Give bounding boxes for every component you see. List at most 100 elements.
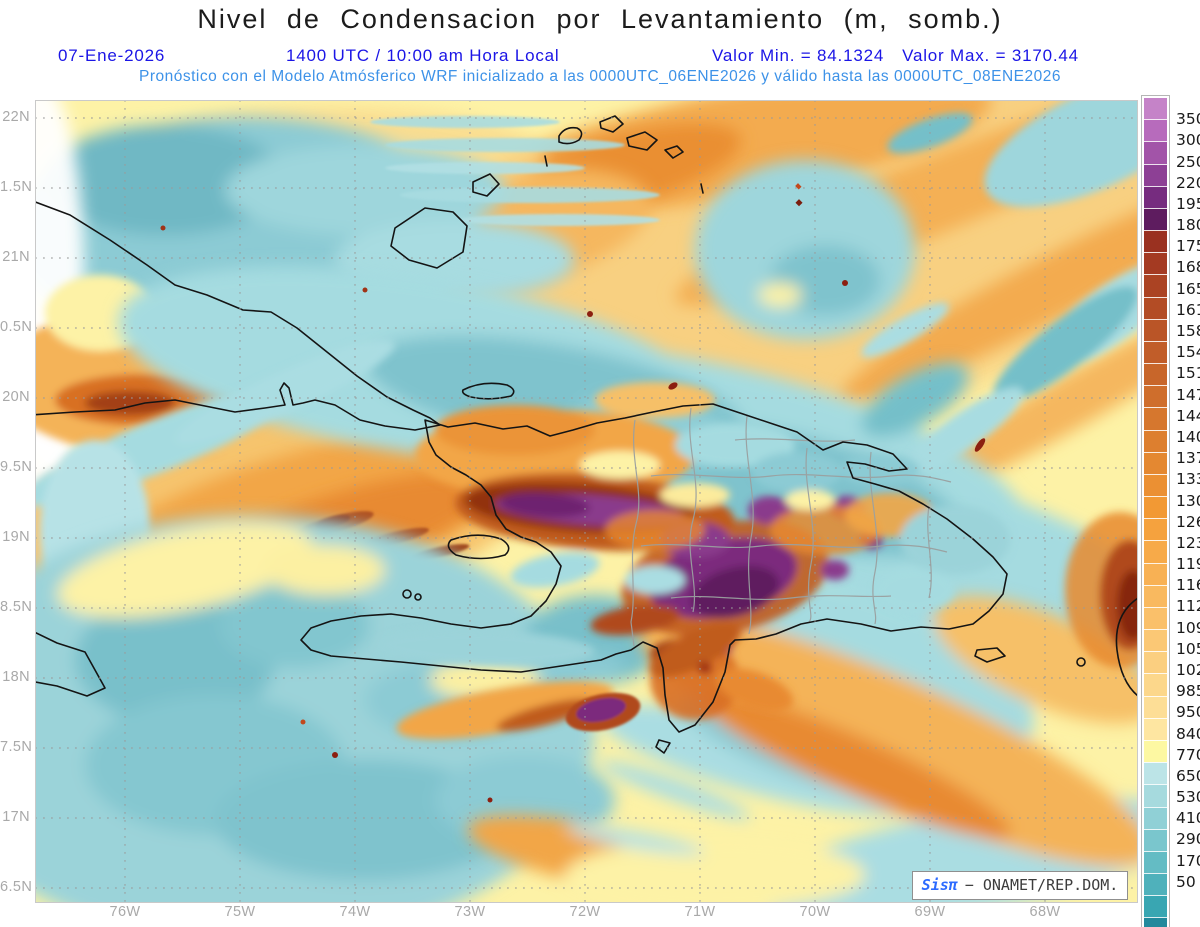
coastlines — [35, 115, 1138, 754]
colorbar-segment — [1144, 695, 1167, 718]
colorbar-tick-label: 1300 — [1176, 491, 1200, 510]
lon-label: 71W — [684, 904, 716, 920]
colorbar-tick-label: 1090 — [1176, 618, 1200, 637]
colorbar-segment — [1144, 141, 1167, 164]
colorbar-segment — [1144, 119, 1167, 142]
colorbar-segment — [1144, 562, 1167, 585]
colorbar-segment — [1144, 629, 1167, 652]
page-title: Nivel de Condensacion por Levantamiento … — [197, 4, 1003, 34]
colorbar-tick-label: 1265 — [1176, 512, 1200, 531]
hispaniola-field — [375, 382, 1010, 739]
colorbar-segment — [1144, 230, 1167, 253]
colorbar-segment — [1144, 651, 1167, 674]
lon-label: 68W — [1029, 904, 1061, 920]
lon-label: 72W — [569, 904, 601, 920]
east-edge-red-maximum — [1065, 512, 1138, 668]
colorbar-tick-label: 770 — [1176, 745, 1200, 764]
colorbar-segment — [1144, 518, 1167, 541]
colorbar-tick-label: 410 — [1176, 809, 1200, 828]
lat-label: 7.5N — [0, 739, 33, 755]
lat-label: 18N — [2, 669, 30, 685]
graticule — [35, 100, 1138, 903]
mona-island — [1076, 657, 1086, 667]
province-borders — [630, 407, 952, 647]
colorbar-tick-label: 2200 — [1176, 173, 1200, 192]
colorbar-segment — [1144, 850, 1167, 874]
colorbar — [1141, 95, 1170, 927]
lat-label: 9.5N — [0, 459, 33, 475]
lat-label: 21N — [2, 249, 30, 265]
colorbar-tick-label: 1020 — [1176, 660, 1200, 679]
colorbar-tick-label: 3000 — [1176, 131, 1200, 150]
colorbar-segment — [1144, 473, 1167, 497]
colorbar-tick-label: 1160 — [1176, 576, 1200, 595]
colorbar-segment — [1144, 717, 1167, 740]
lat-label: 8.5N — [0, 599, 33, 615]
caicos-island-2 — [599, 115, 624, 133]
max-value: Valor Max. = 3170.44 — [902, 46, 1079, 65]
lon-label: 69W — [914, 904, 946, 920]
colorbar-tick-label: 1950 — [1176, 194, 1200, 213]
colorbar-tick-label: 1800 — [1176, 216, 1200, 235]
lat-label: 20N — [2, 389, 30, 405]
colorbar-segment — [1144, 252, 1167, 275]
colorbar-tick-label: 1195 — [1176, 555, 1200, 574]
small-cay-2 — [700, 183, 704, 194]
colorbar-tick-label: 650 — [1176, 766, 1200, 785]
colorbar-tick-label: 50 — [1176, 872, 1196, 891]
great-inagua-island — [390, 207, 468, 269]
map-frame — [35, 100, 1138, 903]
south-haiti-purple-blob — [565, 692, 641, 732]
lat-label: 0.5N — [0, 319, 33, 335]
colorbar-segment — [1144, 606, 1167, 630]
caicos-island-4 — [664, 145, 684, 159]
cayemites-island — [402, 589, 412, 599]
colorbar-tick-label: 1685 — [1176, 258, 1200, 277]
colorbar-segment — [1144, 429, 1167, 452]
lat-label: 19N — [2, 529, 30, 545]
lon-label: 76W — [109, 904, 141, 920]
credit-text: − ONAMET/REP.DOM. — [964, 876, 1119, 894]
caicos-island-3 — [626, 131, 658, 151]
colorbar-tick-label: 1055 — [1176, 639, 1200, 658]
colorbar-tick-label: 530 — [1176, 788, 1200, 807]
colorbar-tick-label: 2500 — [1176, 152, 1200, 171]
colorbar-segment — [1144, 385, 1167, 408]
lon-label: 70W — [799, 904, 831, 920]
colorbar-tick-label: 1440 — [1176, 406, 1200, 425]
colorbar-segment — [1144, 274, 1167, 297]
cyan-streaks-top — [370, 116, 660, 226]
colorbar-tick-label: 1475 — [1176, 385, 1200, 404]
colorbar-tick-label: 3500 — [1176, 110, 1200, 129]
gonave-island — [447, 534, 510, 560]
colorbar-tick-label: 1405 — [1176, 427, 1200, 446]
min-value: Valor Min. = 84.1324 — [712, 46, 885, 65]
lat-label: 6.5N — [0, 879, 33, 895]
saona-island — [974, 647, 1006, 663]
lat-label: 17N — [2, 809, 30, 825]
colorbar-tick-label: 1545 — [1176, 343, 1200, 362]
colorbar-segment — [1144, 318, 1167, 341]
puerto-rico-west-coast — [1115, 597, 1138, 697]
colorbar-segment — [1144, 98, 1167, 120]
credit-box: Sisπ − ONAMET/REP.DOM. — [912, 871, 1128, 900]
colorbar-segment — [1144, 895, 1167, 918]
lon-label: 75W — [224, 904, 256, 920]
forecast-time: 1400 UTC / 10:00 am Hora Local — [286, 46, 560, 65]
colorbar-segment — [1144, 451, 1167, 474]
colorbar-segment — [1144, 185, 1167, 208]
hispaniola-coastline — [300, 403, 1008, 733]
colorbar-segment — [1144, 673, 1167, 696]
colorbar-tick-label: 1370 — [1176, 449, 1200, 468]
colorbar-segment — [1144, 873, 1167, 896]
colorbar-tick-label: 1335 — [1176, 470, 1200, 489]
colorbar-tick-label: 840 — [1176, 724, 1200, 743]
minmax-values: Valor Min. = 84.1324 Valor Max. = 3170.44 — [712, 46, 1097, 66]
jamaica-coastline — [35, 631, 106, 697]
colorbar-segment — [1144, 163, 1167, 186]
lon-label: 73W — [454, 904, 486, 920]
colorbar-segment — [1144, 363, 1167, 386]
colorbar-tick-label: 170 — [1176, 851, 1200, 870]
